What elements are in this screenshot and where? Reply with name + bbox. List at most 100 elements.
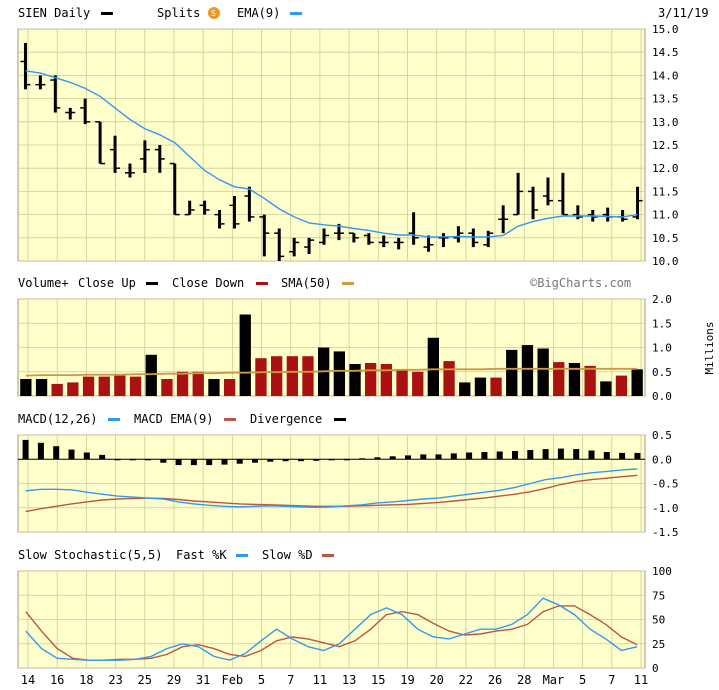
divergence-bar <box>252 459 258 463</box>
ohlc-bar <box>319 228 330 245</box>
volume-bar <box>459 382 471 396</box>
divergence-bar <box>53 446 60 460</box>
fast-k-swatch <box>236 554 248 557</box>
volume-bar <box>302 356 314 396</box>
divergence-bar <box>37 442 44 460</box>
volume-bar <box>490 377 502 396</box>
macd-tick-label: -1.0 <box>652 502 679 515</box>
volume-bar <box>380 364 392 396</box>
divergence-bar <box>359 458 366 460</box>
divergence-bar <box>420 454 427 460</box>
ohlc-bar <box>65 107 76 120</box>
ohlc-bar <box>348 232 359 243</box>
ohlc-bar <box>393 237 404 250</box>
ema-line <box>25 70 638 238</box>
macd-ema-swatch <box>224 418 236 421</box>
divergence-bar <box>374 457 381 460</box>
macd-line <box>25 468 638 509</box>
chart-date: 3/11/19 <box>658 6 709 20</box>
ohlc-bar <box>199 200 210 215</box>
divergence-bar <box>573 449 580 460</box>
stoch-label: Slow Stochastic(5,5) <box>18 548 163 562</box>
divergence-bar <box>496 451 503 460</box>
divergence-bar <box>236 459 243 464</box>
volume-bar <box>224 379 236 396</box>
volume-tick-label: 1.5 <box>652 317 672 330</box>
stoch-grid <box>18 570 645 669</box>
splits-icon[interactable] <box>208 7 220 19</box>
divergence-bars <box>18 439 645 466</box>
volume-bar <box>443 361 455 396</box>
date-tick-label: 16 <box>50 673 64 686</box>
ohlc-bar <box>572 205 583 220</box>
divergence-bar <box>542 449 549 460</box>
symbol-label: SIEN Daily <box>18 6 90 20</box>
divergence-bar <box>83 452 90 460</box>
volume-bar <box>114 375 126 396</box>
date-tick-label: 7 <box>287 673 294 686</box>
divergence-bar <box>557 448 564 460</box>
ohlc-bar <box>50 75 61 113</box>
macd-header-bar <box>0 408 719 430</box>
ohlc-bar <box>110 135 121 173</box>
volume-bar <box>129 376 142 396</box>
divergence-bar <box>190 459 197 466</box>
price-bars <box>20 42 643 261</box>
sma-line <box>25 367 638 377</box>
brand-watermark: ©BigCharts.com <box>530 276 631 290</box>
divergence-bar <box>175 459 182 466</box>
ohlc-bar <box>214 209 225 229</box>
volume-bar <box>553 362 565 396</box>
ohlc-bar <box>632 186 643 220</box>
price-tick-label: 12.5 <box>652 139 679 152</box>
price-tick-label: 11.0 <box>652 209 679 222</box>
volume-bar <box>615 375 628 396</box>
volume-units-label: Millions <box>703 322 716 375</box>
date-tick-label: 7 <box>608 673 615 686</box>
volume-bar <box>208 379 220 396</box>
splits-label: Splits <box>157 6 200 20</box>
divergence-swatch <box>334 418 346 421</box>
price-tick-label: 11.5 <box>652 185 679 198</box>
date-tick-label: 31 <box>196 673 210 686</box>
date-tick-label: 15 <box>371 673 385 686</box>
date-tick-label: 14 <box>21 673 35 686</box>
price-tick-label: 13.0 <box>652 116 679 129</box>
stoch-tick-label: 75 <box>652 589 665 602</box>
ohlc-bar <box>184 200 195 216</box>
volume-bar <box>20 379 32 396</box>
ohlc-bar <box>139 140 150 173</box>
macd-ema-label: MACD EMA(9) <box>134 412 213 426</box>
price-tick-label: 12.0 <box>652 162 679 175</box>
macd-tick-label: -1.5 <box>652 526 679 539</box>
macd-tick-label: 0.5 <box>652 429 672 442</box>
divergence-bar <box>466 452 473 460</box>
volume-bar <box>82 376 95 396</box>
date-tick-label: 5 <box>258 673 265 686</box>
divergence-bar <box>603 452 610 460</box>
date-tick-label: 29 <box>167 673 181 686</box>
divergence-bar <box>405 455 411 460</box>
divergence-bar <box>99 454 106 460</box>
ohlc-bar <box>423 235 434 252</box>
volume-bar <box>584 365 596 396</box>
date-tick-label: 19 <box>400 673 414 686</box>
volume-tick-label: 0.5 <box>652 366 672 379</box>
date-tick-label: Mar <box>543 673 565 686</box>
svg-text:S: S <box>211 9 216 18</box>
volume-bar <box>333 351 345 396</box>
price-tick-label: 15.0 <box>652 23 679 36</box>
volume-tick-label: 2.0 <box>652 293 672 306</box>
sma-label: SMA(50) <box>281 276 332 290</box>
volume-bar <box>568 363 581 396</box>
date-tick-label: 22 <box>459 673 473 686</box>
ohlc-bar <box>80 98 91 125</box>
date-tick-label: 23 <box>108 673 122 686</box>
ohlc-bar <box>259 214 270 257</box>
ohlc-bar <box>528 186 539 220</box>
divergence-bar <box>282 459 289 462</box>
price-tick-label: 10.0 <box>652 255 679 268</box>
divergence-bar <box>450 453 457 460</box>
ohlc-bar <box>20 42 31 90</box>
ohlc-bar <box>95 121 106 165</box>
